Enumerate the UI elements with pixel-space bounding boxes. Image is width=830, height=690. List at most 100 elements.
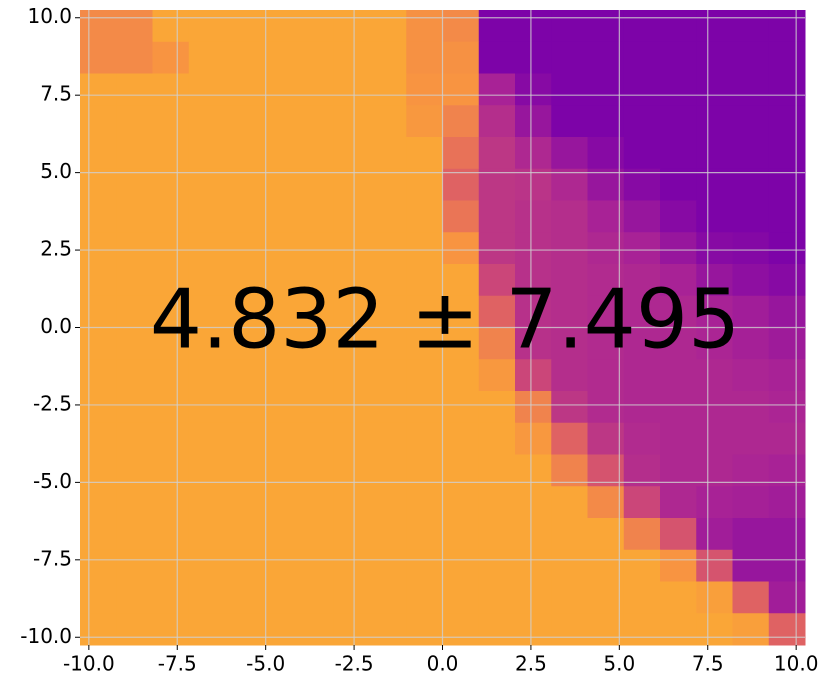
heatmap-cell — [80, 137, 117, 170]
heatmap-cell — [188, 422, 226, 455]
heatmap-cell — [732, 264, 770, 297]
heatmap-cell — [551, 10, 588, 43]
heatmap-cell — [333, 581, 371, 614]
heatmap-cell — [732, 486, 770, 519]
heatmap-cell — [297, 232, 335, 265]
heatmap-cell — [225, 454, 262, 487]
heatmap-cell — [297, 391, 335, 424]
heatmap-cell — [478, 137, 516, 170]
heatmap-cell — [333, 264, 371, 297]
heatmap-cell — [442, 10, 480, 43]
heatmap-cell — [370, 454, 407, 487]
heatmap-cell — [297, 264, 335, 297]
heatmap-cell — [188, 359, 226, 392]
heatmap-cell — [261, 549, 298, 582]
heatmap-cell — [623, 168, 661, 201]
heatmap-cell — [623, 359, 661, 392]
heatmap-cell — [261, 264, 298, 297]
heatmap-cell — [261, 73, 298, 106]
heatmap-cell — [333, 168, 371, 201]
x-tick-label: -2.5 — [335, 652, 374, 676]
heatmap-cell — [188, 73, 226, 106]
heatmap-cell — [732, 10, 770, 43]
x-tick-label: 10.0 — [774, 652, 819, 676]
heatmap-cell — [116, 73, 153, 106]
x-tick-label: 0.0 — [427, 652, 459, 676]
heatmap-cell — [333, 359, 371, 392]
heatmap-cell — [261, 454, 298, 487]
heatmap-cell — [152, 613, 190, 646]
heatmap-cell — [333, 137, 371, 170]
heatmap-cell — [587, 264, 625, 297]
heatmap-cell — [587, 41, 625, 74]
y-tick-label: -7.5 — [33, 546, 72, 570]
heatmap-cell — [370, 10, 407, 43]
heatmap-cell — [551, 454, 588, 487]
heatmap-cell — [152, 391, 190, 424]
heatmap-cell — [660, 168, 697, 201]
heatmap-cell — [515, 41, 552, 74]
heatmap-cell — [478, 200, 516, 233]
heatmap-cell — [152, 422, 190, 455]
heatmap-cell — [732, 327, 770, 360]
heatmap-cell — [406, 105, 443, 138]
heatmap-cell — [188, 518, 226, 551]
heatmap-cell — [333, 232, 371, 265]
heatmap-cell — [406, 581, 443, 614]
heatmap-cell — [660, 137, 697, 170]
heatmap-cell — [442, 454, 480, 487]
x-tick-label: 2.5 — [515, 652, 547, 676]
heatmap-cell — [732, 581, 770, 614]
heatmap-cell — [442, 41, 480, 74]
heatmap-cell — [261, 518, 298, 551]
heatmap-cell — [696, 137, 733, 170]
heatmap-cell — [152, 10, 190, 43]
heatmap-cell — [406, 391, 443, 424]
heatmap-cell — [406, 359, 443, 392]
heatmap-cell — [515, 613, 552, 646]
heatmap-cell — [406, 454, 443, 487]
heatmap-cell — [478, 359, 516, 392]
heatmap-cell — [660, 391, 697, 424]
heatmap-cell — [80, 10, 117, 43]
heatmap-cell — [442, 232, 480, 265]
heatmap-cell — [478, 549, 516, 582]
heatmap-cell — [587, 549, 625, 582]
heatmap-cell — [696, 232, 733, 265]
heatmap-cell — [152, 73, 190, 106]
y-tick-label: 0.0 — [40, 314, 72, 338]
heatmap-cell — [152, 486, 190, 519]
heatmap-cell — [515, 454, 552, 487]
heatmap-cell — [442, 137, 480, 170]
heatmap-cell — [696, 73, 733, 106]
heatmap-cell — [333, 454, 371, 487]
heatmap-cell — [732, 295, 770, 328]
heatmap-cell — [333, 200, 371, 233]
heatmap-cell — [370, 200, 407, 233]
heatmap-cell — [225, 613, 262, 646]
heatmap-cell — [188, 232, 226, 265]
heatmap-cell — [225, 232, 262, 265]
heatmap-cell — [116, 359, 153, 392]
heatmap-cell — [660, 73, 697, 106]
heatmap-cell — [333, 391, 371, 424]
heatmap-cell — [587, 73, 625, 106]
heatmap-cell — [442, 613, 480, 646]
heatmap-cell — [696, 200, 733, 233]
heatmap-cell — [660, 359, 697, 392]
heatmap-cell — [370, 359, 407, 392]
heatmap-cell — [152, 168, 190, 201]
heatmap-cell — [478, 391, 516, 424]
heatmap-cell — [225, 73, 262, 106]
heatmap-cell — [406, 10, 443, 43]
heatmap-cell — [225, 581, 262, 614]
heatmap-cell — [188, 454, 226, 487]
heatmap-cell — [333, 41, 371, 74]
heatmap-cell — [80, 41, 117, 74]
heatmap-cell — [515, 264, 552, 297]
heatmap-cell — [80, 454, 117, 487]
heatmap-cell — [406, 232, 443, 265]
heatmap-cell — [152, 549, 190, 582]
heatmap-cell — [297, 486, 335, 519]
